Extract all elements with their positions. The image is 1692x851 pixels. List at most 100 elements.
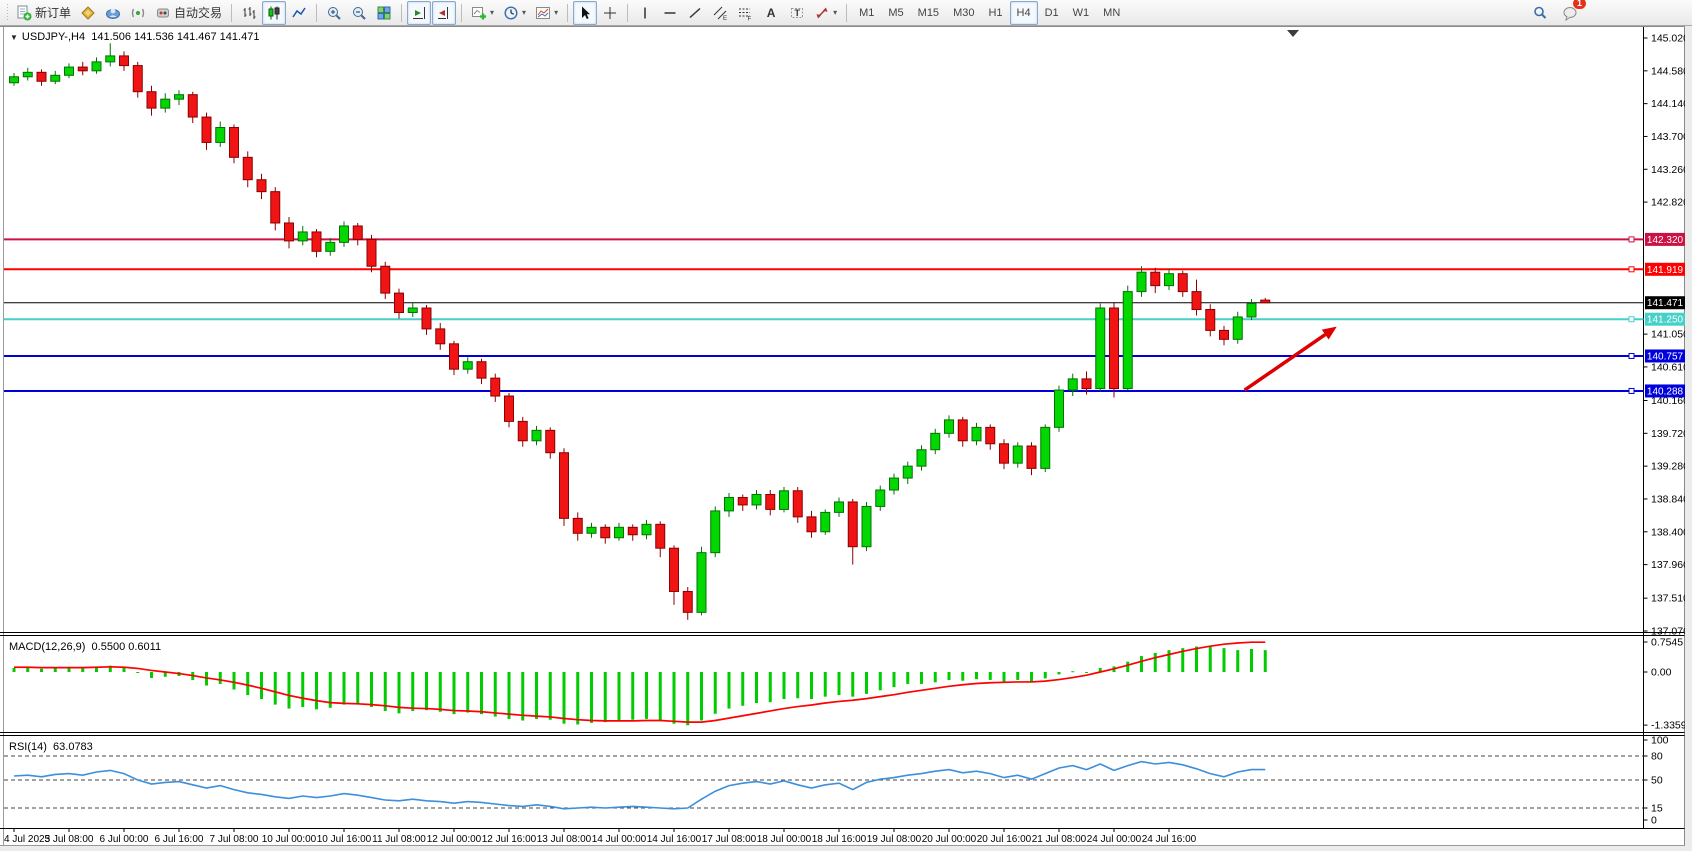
- tile-windows-button[interactable]: [372, 1, 396, 25]
- trendline-tool-button[interactable]: [683, 1, 707, 25]
- hline-handle[interactable]: [1628, 236, 1635, 243]
- cursor-tool-button[interactable]: [573, 0, 598, 25]
- price-badge: [1645, 312, 1685, 326]
- macd-bar: [1126, 661, 1130, 672]
- svg-text:6 Jul 00:00: 6 Jul 00:00: [100, 834, 149, 845]
- candle-body: [146, 91, 157, 109]
- add-indicator-button[interactable]: ▾: [467, 1, 498, 25]
- timeframe-H4[interactable]: H4: [1009, 0, 1038, 25]
- macd-bar: [260, 672, 263, 700]
- svg-text:139.720: 139.720: [1651, 428, 1689, 440]
- candle-body: [572, 517, 583, 534]
- candle-body: [435, 328, 446, 345]
- timeframe-H1[interactable]: H1: [988, 6, 1003, 19]
- candles-layer: [9, 43, 1271, 620]
- auto-trading-button[interactable]: 自动交易: [151, 1, 226, 25]
- timeframe-M30[interactable]: M30: [953, 6, 975, 19]
- macd-bar: [1057, 672, 1061, 675]
- timeframe-W1[interactable]: W1: [1072, 6, 1090, 19]
- macd-bar: [837, 672, 841, 696]
- macd-bar: [466, 672, 470, 713]
- horizontal-line-tool-button[interactable]: [658, 1, 682, 25]
- candle-body: [614, 526, 624, 539]
- bar-chart-icon: [243, 6, 256, 19]
- hline-handle[interactable]: [1628, 387, 1635, 394]
- candlestick-chart-button[interactable]: [262, 0, 287, 25]
- candle-body: [1081, 378, 1092, 390]
- price-axis[interactable]: 145.020 144.580 144.140 143.700 143.260 142.8…: [1643, 33, 1690, 638]
- candle-body: [160, 98, 171, 109]
- svg-text:T: T: [795, 8, 801, 18]
- svg-text:12 Jul 00:00: 12 Jul 00:00: [427, 834, 482, 845]
- signals-button[interactable]: [126, 1, 150, 25]
- hline-handle[interactable]: [1628, 352, 1635, 359]
- crosshair-tool-button[interactable]: [598, 1, 622, 25]
- macd-bar: [370, 672, 373, 707]
- candle-body: [1177, 273, 1188, 293]
- toolbar-drag-handle[interactable]: [6, 3, 9, 22]
- toolbar-separator: [567, 3, 569, 22]
- hline-handle[interactable]: [1628, 266, 1635, 273]
- svg-text:141.919: 141.919: [1647, 265, 1684, 276]
- timeframe-M5[interactable]: M5: [888, 6, 904, 19]
- chart-frame: [0, 26, 1692, 851]
- candle-body: [352, 225, 363, 240]
- chart-area[interactable]: 145.020 144.580 144.140 143.700 143.260 142.8…: [0, 26, 1692, 851]
- zoom-in-button[interactable]: [322, 1, 346, 25]
- svg-text:5 Jul 08:00: 5 Jul 08:00: [45, 834, 94, 845]
- tile-windows-icon: [377, 6, 391, 19]
- hline-handle[interactable]: [1628, 316, 1635, 323]
- macd-bar: [342, 672, 346, 705]
- macd-bar: [383, 672, 387, 711]
- dropdown-caret-icon[interactable]: ▾: [490, 7, 495, 17]
- timeframe-M15[interactable]: M15: [917, 6, 940, 19]
- profiles-button[interactable]: [76, 1, 100, 25]
- timeframe-D1[interactable]: D1: [1044, 6, 1059, 19]
- fibonacci-tool-button[interactable]: F: [733, 1, 757, 25]
- svg-text:24 Jul 16:00: 24 Jul 16:00: [1142, 834, 1197, 845]
- candle-body: [407, 307, 418, 313]
- candle-body: [1246, 303, 1257, 318]
- horizontal-lines: [4, 236, 1644, 394]
- periods-button[interactable]: ▾: [499, 1, 530, 25]
- community-button[interactable]: [101, 1, 125, 25]
- candle-body: [806, 516, 817, 533]
- dropdown-caret-icon[interactable]: ▾: [554, 7, 559, 17]
- channel-tool-button[interactable]: E: [708, 1, 732, 25]
- timeframe-MN[interactable]: MN: [1103, 6, 1121, 19]
- macd-bar: [988, 672, 992, 680]
- candle-body: [875, 489, 886, 507]
- text-tool-button[interactable]: A: [758, 1, 784, 25]
- bar-chart-button[interactable]: [237, 1, 261, 25]
- timeframe-M1[interactable]: M1: [859, 6, 875, 19]
- candle-body: [1205, 309, 1216, 331]
- dropdown-caret-icon[interactable]: ▾: [522, 7, 527, 17]
- label-tool-button[interactable]: T: [785, 1, 809, 25]
- svg-text:140.288: 140.288: [1647, 386, 1684, 397]
- candle-body: [174, 94, 184, 100]
- candle-body: [600, 526, 611, 539]
- macd-bar: [686, 672, 690, 726]
- zoom-out-button[interactable]: [347, 1, 371, 25]
- templates-button[interactable]: ▾: [531, 1, 562, 25]
- candle-body: [215, 127, 226, 143]
- chart-shift-marker[interactable]: [1287, 30, 1299, 37]
- macd-bar: [810, 672, 813, 700]
- candle-body: [132, 65, 143, 93]
- macd-bar: [356, 672, 360, 704]
- new-order-button[interactable]: 新订单: [12, 1, 75, 25]
- chart-shift-button[interactable]: [432, 0, 457, 25]
- candle-body: [751, 493, 762, 506]
- macd-bar: [411, 672, 415, 711]
- dropdown-caret-icon[interactable]: ▾: [833, 7, 838, 17]
- arrows-tool-button[interactable]: ▾: [810, 1, 841, 25]
- auto-scroll-button[interactable]: [407, 0, 432, 25]
- vertical-line-tool-button[interactable]: [633, 1, 657, 25]
- search-button[interactable]: [1528, 1, 1552, 25]
- trend-arrow[interactable]: [1243, 326, 1337, 392]
- candle-body: [737, 496, 748, 506]
- line-chart-button[interactable]: [287, 1, 311, 25]
- notifications-button[interactable]: 1: [1558, 0, 1586, 25]
- macd-bar: [163, 672, 167, 677]
